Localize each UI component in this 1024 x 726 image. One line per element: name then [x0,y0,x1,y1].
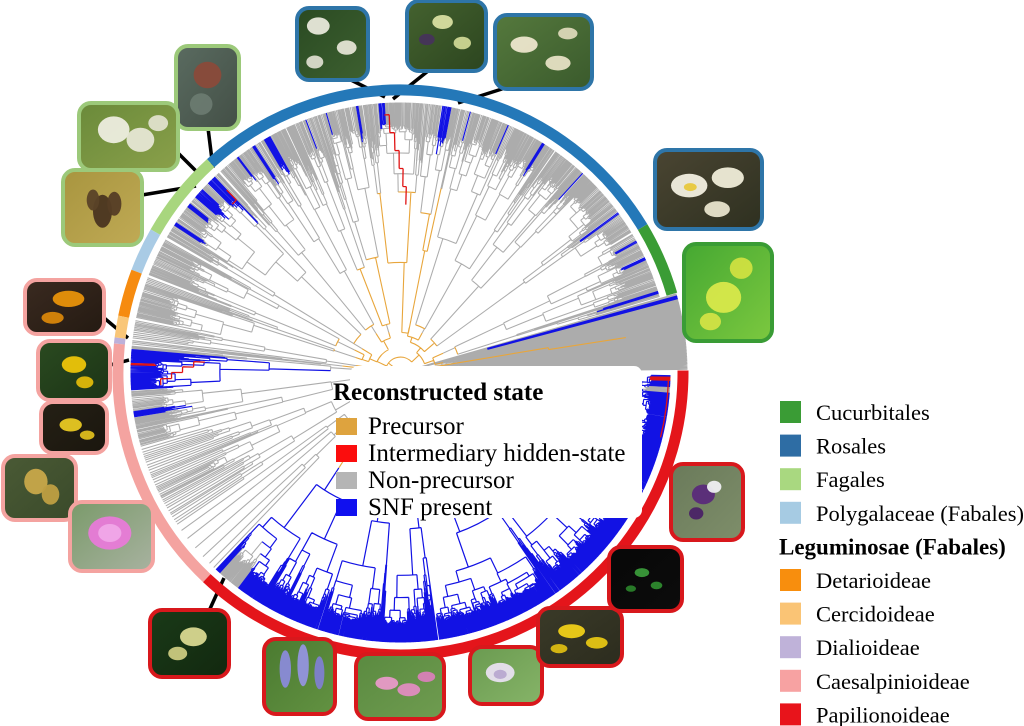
svg-text:SNF present: SNF present [368,494,492,521]
svg-text:Cercidoideae: Cercidoideae [816,602,935,627]
svg-text:Cucurbitales: Cucurbitales [816,400,930,425]
svg-text:Rosales: Rosales [816,434,886,459]
svg-text:Reconstructed state: Reconstructed state [333,379,543,406]
svg-text:Precursor: Precursor [368,413,464,440]
svg-text:Dialioideae: Dialioideae [816,635,920,660]
svg-text:Papilionoideae: Papilionoideae [816,702,950,726]
svg-text:Intermediary hidden-state: Intermediary hidden-state [368,440,626,467]
svg-text:Non-precursor: Non-precursor [368,467,514,494]
svg-text:Leguminosae (Fabales): Leguminosae (Fabales) [779,534,1006,559]
svg-text:Polygalaceae (Fabales): Polygalaceae (Fabales) [816,501,1024,526]
svg-text:Detarioideae: Detarioideae [816,568,931,593]
svg-text:Fagales: Fagales [816,467,885,492]
svg-text:Caesalpinioideae: Caesalpinioideae [816,669,970,694]
